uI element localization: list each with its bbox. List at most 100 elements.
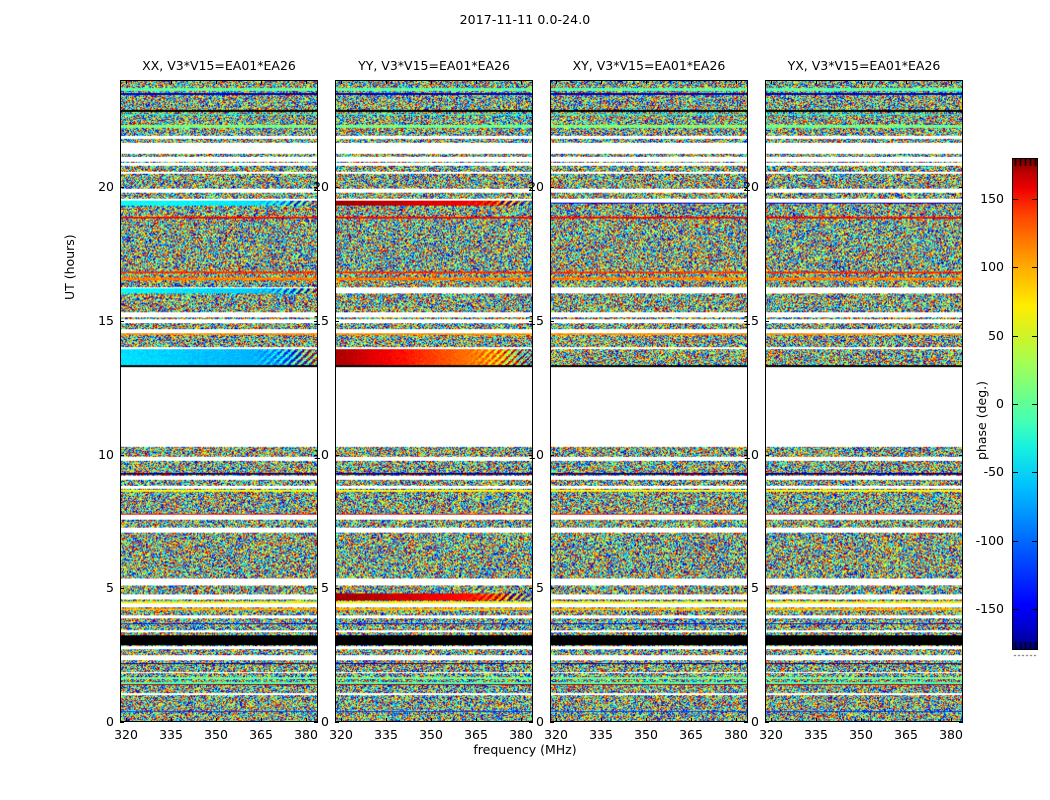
x-tick-label: 380 [509, 727, 533, 742]
y-tick-label: 20 [743, 179, 759, 194]
figure-suptitle: 2017-11-11 0.0-24.0 [459, 12, 591, 27]
x-tick-mark [171, 718, 172, 722]
y-tick-label: 10 [743, 447, 759, 462]
x-tick-mark [521, 80, 522, 84]
y-tick-label: 20 [528, 179, 544, 194]
colorbar-tick-mark [1032, 199, 1038, 200]
waterfall-panel-xx[interactable] [120, 80, 318, 722]
colorbar-tick-label: 0 [996, 396, 1004, 411]
x-tick-mark [771, 80, 772, 84]
x-tick-mark [951, 718, 952, 722]
y-tick-mark [550, 588, 554, 589]
x-tick-label: 350 [419, 727, 443, 742]
x-tick-mark [386, 718, 387, 722]
x-tick-label: 350 [634, 727, 658, 742]
waterfall-image-yx [766, 81, 962, 721]
x-tick-mark [171, 80, 172, 84]
y-tick-mark [314, 722, 318, 723]
y-tick-mark [335, 455, 339, 456]
colorbar-tick-mark [1032, 404, 1038, 405]
y-tick-mark [550, 455, 554, 456]
x-tick-mark [906, 80, 907, 84]
x-tick-label: 335 [159, 727, 183, 742]
x-tick-label: 380 [939, 727, 963, 742]
y-tick-mark [959, 455, 963, 456]
x-tick-label: 335 [374, 727, 398, 742]
colorbar-under-marks-icon [1012, 653, 1038, 658]
x-tick-mark [736, 718, 737, 722]
x-tick-mark [646, 80, 647, 84]
colorbar[interactable] [1012, 158, 1038, 650]
y-tick-label: 20 [98, 179, 114, 194]
x-axis-label: frequency (MHz) [473, 742, 577, 757]
x-tick-mark [771, 718, 772, 722]
x-tick-label: 380 [724, 727, 748, 742]
x-tick-mark [906, 718, 907, 722]
x-tick-mark [556, 718, 557, 722]
x-tick-label: 350 [204, 727, 228, 742]
x-tick-mark [261, 718, 262, 722]
colorbar-tick-mark [1032, 472, 1038, 473]
panel-title-xx: XX, V3*V15=EA01*EA26 [142, 58, 296, 73]
y-tick-mark [335, 321, 339, 322]
y-tick-label: 15 [528, 313, 544, 328]
x-tick-label: 365 [894, 727, 918, 742]
colorbar-tick-mark [1032, 609, 1038, 610]
y-tick-mark [120, 722, 124, 723]
y-tick-mark [765, 187, 769, 188]
y-tick-mark [529, 455, 533, 456]
x-tick-mark [601, 718, 602, 722]
colorbar-overflow-top-icon [1013, 159, 1037, 166]
y-tick-mark [314, 321, 318, 322]
x-tick-label: 365 [679, 727, 703, 742]
x-tick-mark [476, 80, 477, 84]
waterfall-panel-xy[interactable] [550, 80, 748, 722]
y-tick-label: 15 [313, 313, 329, 328]
y-tick-mark [765, 321, 769, 322]
x-tick-mark [816, 718, 817, 722]
y-tick-mark [959, 588, 963, 589]
y-tick-mark [120, 187, 124, 188]
x-tick-mark [556, 80, 557, 84]
panel-title-xy: XY, V3*V15=EA01*EA26 [572, 58, 726, 73]
y-tick-mark [550, 321, 554, 322]
colorbar-tick-label: -50 [983, 464, 1004, 479]
x-tick-mark [951, 80, 952, 84]
x-tick-mark [816, 80, 817, 84]
y-tick-label: 0 [751, 714, 759, 729]
y-tick-mark [335, 722, 339, 723]
y-tick-mark [959, 187, 963, 188]
x-tick-mark [341, 718, 342, 722]
colorbar-tick-mark [1032, 336, 1038, 337]
y-tick-label: 5 [751, 580, 759, 595]
y-axis-label: UT (hours) [62, 234, 77, 300]
y-tick-mark [744, 455, 748, 456]
x-tick-mark [341, 80, 342, 84]
y-tick-mark [959, 321, 963, 322]
x-tick-mark [646, 718, 647, 722]
colorbar-tick-label: -100 [975, 533, 1004, 548]
x-tick-mark [691, 80, 692, 84]
colorbar-tick-mark [1012, 267, 1018, 268]
waterfall-panel-yx[interactable] [765, 80, 963, 722]
y-tick-label: 5 [106, 580, 114, 595]
x-tick-mark [216, 718, 217, 722]
y-tick-label: 5 [321, 580, 329, 595]
waterfall-panel-yy[interactable] [335, 80, 533, 722]
x-tick-mark [476, 718, 477, 722]
x-tick-mark [861, 718, 862, 722]
x-tick-mark [431, 80, 432, 84]
y-tick-label: 10 [98, 447, 114, 462]
x-tick-label: 380 [294, 727, 318, 742]
y-tick-mark [335, 588, 339, 589]
x-tick-label: 320 [329, 727, 353, 742]
y-tick-label: 10 [313, 447, 329, 462]
colorbar-tick-mark [1012, 609, 1018, 610]
x-tick-label: 365 [464, 727, 488, 742]
y-tick-mark [120, 321, 124, 322]
y-tick-mark [314, 187, 318, 188]
x-tick-mark [736, 80, 737, 84]
y-tick-mark [335, 187, 339, 188]
y-tick-label: 20 [313, 179, 329, 194]
